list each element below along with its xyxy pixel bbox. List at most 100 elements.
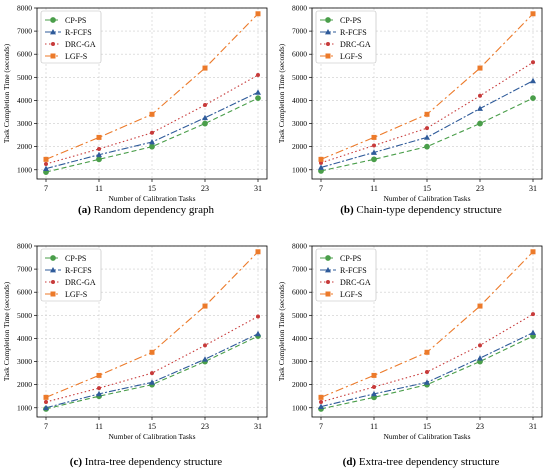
data-point-drc-ga — [44, 161, 48, 166]
series-line-drc-ga — [45, 315, 259, 403]
y-tick-label: 4000 — [292, 334, 307, 343]
legend-marker — [325, 255, 331, 261]
chart-panel-3: 1000 2000 3000 4000 5000 6000 7000 8000 7 11 15 23 3… — [2, 242, 268, 468]
x-tick-label: 15 — [148, 422, 156, 431]
legend-marker — [325, 267, 331, 273]
panel-label: (b) — [340, 204, 356, 216]
data-point-r-fcfs — [149, 139, 155, 145]
x-axis-label: Number of Calibration Tasks — [383, 194, 470, 203]
legend-label: CP-PS — [340, 254, 361, 263]
data-point-r-fcfs — [477, 355, 483, 361]
legend-box — [40, 10, 102, 64]
y-tick-label: 3000 — [17, 119, 32, 128]
legend-marker — [325, 17, 331, 23]
y-tick-label: 1000 — [292, 165, 307, 174]
panel-label: (a) — [78, 204, 94, 216]
y-tick-label: 7000 — [17, 265, 32, 274]
legend-marker — [325, 291, 331, 297]
data-point-drc-ga — [256, 314, 260, 319]
x-tick-label: 31 — [529, 184, 537, 193]
legend-label: DRC-GA — [65, 278, 96, 287]
panel-caption: (d) Extra-tree dependency structure — [343, 456, 500, 468]
data-point-drc-ga — [478, 343, 482, 348]
data-point-drc-ga — [372, 143, 376, 148]
legend-box — [315, 248, 377, 302]
data-point-drc-ga — [478, 93, 482, 98]
legend-label: LGF-S — [65, 52, 87, 61]
data-point-drc-ga — [203, 343, 207, 348]
x-tick-label: 31 — [529, 422, 537, 431]
data-point-lgf-s — [255, 249, 261, 255]
y-tick-label: 1000 — [292, 403, 307, 412]
chart-panel-4: 1000 2000 3000 4000 5000 6000 7000 8000 7 11 15 23 3… — [277, 242, 543, 468]
x-tick-label: 11 — [370, 184, 378, 193]
data-point-drc-ga — [425, 126, 429, 131]
panel-label: (c) — [70, 456, 85, 468]
legend-marker — [326, 280, 330, 284]
y-tick-label: 6000 — [292, 50, 307, 59]
y-tick-label: 5000 — [17, 73, 32, 82]
y-tick-label: 2000 — [292, 142, 307, 151]
data-point-cp-ps — [255, 95, 261, 102]
legend-marker — [50, 267, 56, 273]
data-point-r-fcfs — [255, 89, 261, 95]
data-point-lgf-s — [255, 11, 261, 17]
data-point-r-fcfs — [318, 164, 324, 170]
y-tick-label: 8000 — [292, 4, 307, 13]
x-axis-label: Number of Calibration Tasks — [383, 432, 470, 441]
y-tick-label: 2000 — [292, 380, 307, 389]
data-point-r-fcfs — [318, 403, 324, 410]
y-tick-label: 8000 — [17, 4, 32, 13]
data-point-lgf-s — [424, 111, 430, 117]
data-point-lgf-s — [530, 249, 536, 255]
chart-panel-2: 1000 2000 3000 4000 5000 6000 7000 8000 7 11 15 23 3… — [277, 4, 543, 216]
data-point-lgf-s — [371, 134, 377, 140]
legend-marker — [50, 17, 56, 23]
legend-label: R-FCFS — [65, 266, 92, 275]
data-point-cp-ps — [424, 143, 430, 150]
y-tick-label: 6000 — [17, 288, 32, 297]
legend-marker — [51, 42, 55, 46]
x-tick-label: 31 — [254, 422, 262, 431]
data-point-r-fcfs — [149, 379, 155, 385]
data-point-r-fcfs — [424, 379, 430, 385]
data-point-cp-ps — [477, 120, 483, 127]
data-point-lgf-s — [371, 372, 377, 378]
y-tick-label: 6000 — [17, 50, 32, 59]
y-tick-label: 8000 — [17, 242, 32, 251]
y-tick-label: 2000 — [17, 380, 32, 389]
data-point-r-fcfs — [96, 390, 102, 397]
x-tick-label: 31 — [254, 184, 262, 193]
data-point-drc-ga — [425, 369, 429, 374]
y-tick-label: 5000 — [292, 73, 307, 82]
data-point-lgf-s — [424, 349, 430, 355]
x-axis-label: Number of Calibration Tasks — [108, 194, 195, 203]
data-point-cp-ps — [202, 120, 208, 127]
y-tick-label: 4000 — [292, 96, 307, 105]
x-tick-label: 15 — [423, 422, 431, 431]
y-tick-label: 1000 — [17, 165, 32, 174]
y-axis-label: Task Completion Time (seconds) — [2, 43, 11, 143]
data-point-r-fcfs — [43, 404, 49, 411]
x-tick-label: 23 — [201, 422, 209, 431]
series-line-drc-ga — [45, 74, 259, 165]
data-point-drc-ga — [256, 73, 260, 78]
x-tick-label: 11 — [370, 422, 378, 431]
data-point-drc-ga — [319, 399, 323, 404]
legend-marker — [325, 53, 331, 59]
data-point-cp-ps — [149, 143, 155, 150]
y-tick-label: 5000 — [17, 311, 32, 320]
data-point-drc-ga — [97, 146, 101, 151]
data-point-lgf-s — [530, 11, 536, 17]
data-point-lgf-s — [477, 65, 483, 71]
data-point-drc-ga — [531, 312, 535, 317]
data-point-r-fcfs — [96, 151, 102, 158]
x-tick-label: 7 — [44, 184, 48, 193]
y-tick-label: 7000 — [292, 27, 307, 36]
legend-marker — [326, 42, 330, 46]
panel-label: (d) — [343, 456, 359, 468]
data-point-drc-ga — [44, 399, 48, 404]
legend-marker — [50, 291, 56, 297]
data-point-drc-ga — [150, 130, 154, 135]
x-tick-label: 7 — [319, 422, 323, 431]
